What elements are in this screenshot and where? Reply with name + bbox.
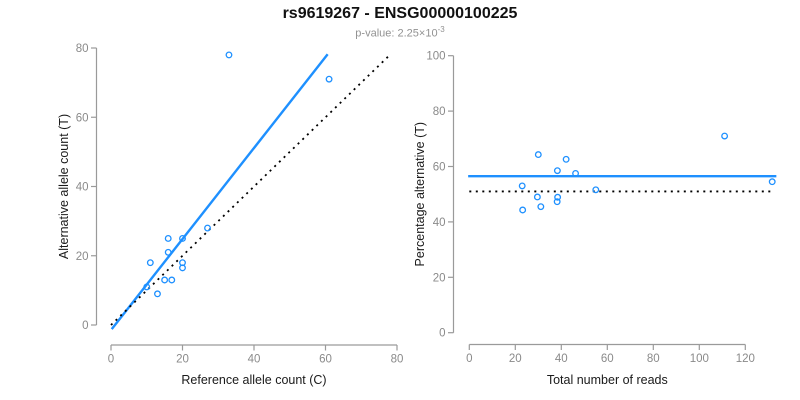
x-tick-label: 100 bbox=[690, 353, 709, 365]
data-point bbox=[168, 276, 176, 284]
data-point bbox=[179, 234, 186, 242]
y-tick-label: 40 bbox=[76, 182, 89, 194]
x-axis-title: Total number of reads bbox=[547, 373, 668, 387]
data-point bbox=[721, 132, 729, 140]
x-tick-label: 0 bbox=[108, 354, 114, 366]
data-point bbox=[519, 206, 527, 214]
data-point bbox=[164, 234, 172, 242]
data-point bbox=[164, 248, 172, 256]
y-tick-label: 80 bbox=[433, 106, 446, 118]
x-tick-label: 20 bbox=[509, 353, 522, 365]
x-tick-label: 120 bbox=[736, 353, 755, 365]
y-axis-title: Alternative allele count (T) bbox=[57, 114, 71, 259]
data-point bbox=[554, 193, 562, 201]
plot-title: rs9619267 - ENSG00000100225 bbox=[282, 5, 518, 22]
line-identity-diagonal bbox=[110, 56, 389, 326]
y-tick-label: 40 bbox=[433, 217, 446, 229]
data-point bbox=[161, 276, 169, 284]
x-tick-label: 80 bbox=[391, 354, 404, 366]
y-tick-label: 20 bbox=[76, 251, 89, 263]
data-point bbox=[572, 169, 580, 177]
data-point bbox=[143, 283, 151, 291]
data-point bbox=[533, 193, 541, 201]
y-tick-label: 60 bbox=[433, 162, 446, 174]
line-regression-fit bbox=[110, 53, 329, 330]
x-tick-label: 60 bbox=[319, 354, 332, 366]
y-tick-label: 0 bbox=[439, 328, 445, 340]
p-value-text: p-value: 2.25×10 bbox=[355, 27, 438, 40]
data-point bbox=[325, 75, 333, 83]
x-tick-label: 60 bbox=[601, 353, 614, 365]
data-point bbox=[154, 290, 161, 298]
data-point bbox=[225, 51, 233, 59]
data-point bbox=[534, 151, 542, 159]
data-point bbox=[204, 224, 211, 232]
data-point bbox=[179, 259, 186, 267]
panel-percentage-vs-reads: 0 20 40 60 80 100 0 20 40 60 80 100 120 Total number … bbox=[413, 51, 777, 387]
panel-allele-counts: 0 20 40 60 80 0 20 40 60 80 Reference allele count… bbox=[57, 43, 403, 387]
x-tick-label: 80 bbox=[647, 353, 660, 365]
data-point bbox=[562, 155, 570, 163]
y-tick-label: 60 bbox=[76, 112, 89, 124]
x-axis-title: Reference allele count (C) bbox=[181, 373, 326, 387]
y-tick-label: 100 bbox=[426, 51, 445, 63]
y-axis-title: Percentage alternative (T) bbox=[413, 122, 427, 267]
x-tick-label: 40 bbox=[555, 353, 568, 365]
data-point bbox=[768, 178, 776, 186]
data-point bbox=[537, 203, 545, 211]
p-value-subtitle: p-value: 2.25×10-3 bbox=[0, 25, 800, 40]
y-tick-label: 0 bbox=[82, 320, 88, 332]
data-point bbox=[553, 198, 561, 206]
y-tick-label: 80 bbox=[76, 43, 89, 55]
p-value-exponent: -3 bbox=[437, 25, 445, 34]
x-tick-label: 20 bbox=[176, 354, 189, 366]
data-point bbox=[518, 182, 526, 190]
x-tick-label: 0 bbox=[466, 353, 472, 365]
data-point bbox=[592, 186, 600, 194]
y-tick-label: 20 bbox=[433, 272, 446, 284]
data-point bbox=[553, 167, 561, 175]
data-point bbox=[146, 259, 154, 267]
x-tick-label: 40 bbox=[248, 354, 261, 366]
